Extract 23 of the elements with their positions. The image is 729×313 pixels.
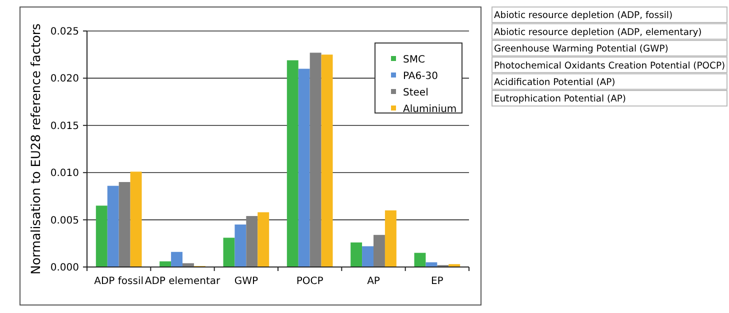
text: Photochemical Oxidants Creation Potential (POCP): [494, 60, 726, 72]
x-tick-label: EP: [430, 276, 444, 287]
x-tick-label: ADP fossil: [94, 276, 144, 287]
y-tick-label: 0.005: [50, 215, 79, 226]
y-axis-title: Normalisation to EU28 reference factors: [28, 23, 43, 275]
y-tick-label: 0.010: [50, 168, 79, 180]
y-tick-label: 0.020: [50, 74, 79, 85]
text: Eutrophication Potential (AP): [494, 94, 626, 105]
x-tick-label: ADP elementar: [144, 276, 221, 287]
text: Abiotic resource depletion (ADP, fossil): [494, 10, 673, 22]
legend-label: SMC: [403, 54, 425, 66]
legend-label: Aluminium: [403, 104, 457, 115]
legend-label: PA6-30: [403, 71, 438, 82]
x-tick-label: AP: [367, 276, 380, 287]
y-tick-label: 0.015: [50, 120, 79, 132]
x-tick-label: GWP: [234, 276, 258, 287]
legend-label: Steel: [403, 88, 428, 98]
y-tick-label: 0.025: [50, 26, 79, 38]
text: Abiotic resource depletion (ADP, elementary): [494, 26, 702, 38]
x-tick-label: POCP: [296, 276, 324, 287]
text: Greenhouse Warming Potential (GWP): [494, 44, 668, 55]
y-tick-label: 0.000: [50, 262, 79, 274]
text: Acidification Potential (AP): [494, 77, 616, 88]
